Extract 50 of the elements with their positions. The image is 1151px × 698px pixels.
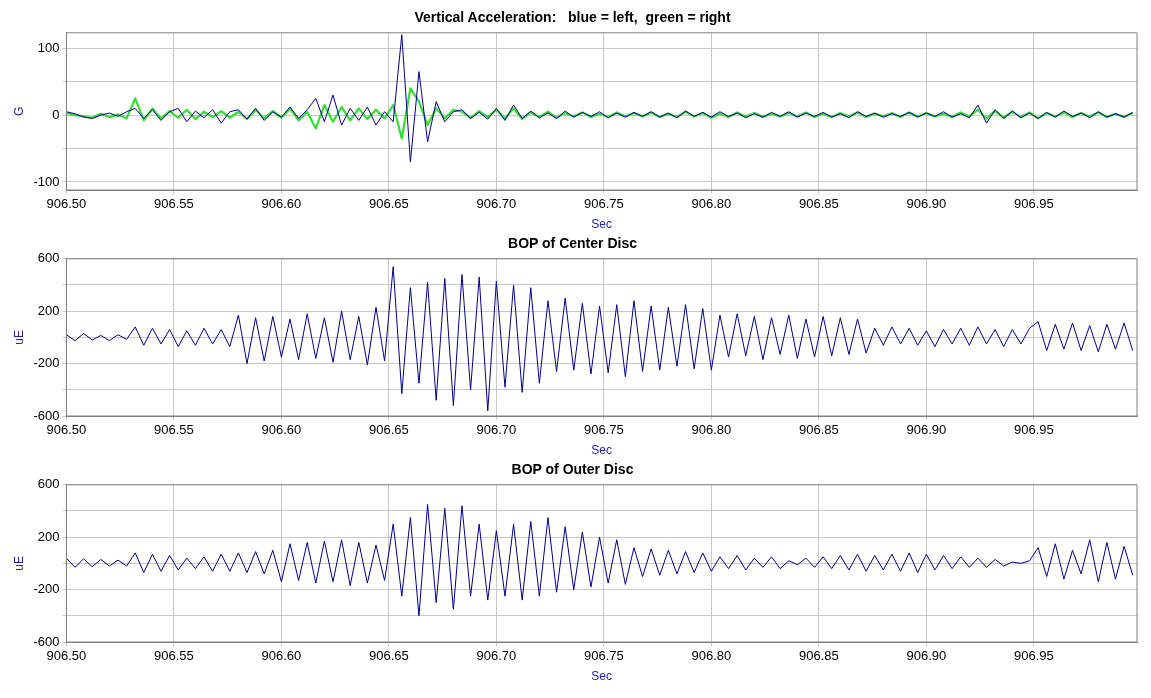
x-tick-label: 906.90: [906, 648, 947, 664]
chart-title: Vertical Acceleration: blue = left, green = right: [414, 9, 731, 26]
x-tick-label: 906.55: [154, 422, 194, 438]
y-tick-label: 200: [37, 302, 60, 318]
x-axis-title: Sec: [591, 443, 613, 458]
x-tick-label: 906.50: [46, 648, 87, 664]
x-axis-title: Sec: [591, 669, 613, 684]
x-tick-label: 906.65: [369, 422, 409, 438]
x-tick-label: 906.75: [583, 196, 624, 212]
x-tick-label: 906.70: [476, 648, 517, 664]
x-tick-label: 906.80: [691, 648, 732, 664]
x-tick-label: 906.70: [476, 196, 517, 212]
x-tick-label: 906.70: [476, 422, 517, 438]
y-tick-label: 600: [37, 250, 60, 266]
x-tick-label: 906.50: [46, 422, 87, 438]
y-axis-title: uE: [11, 330, 26, 345]
y-tick-label: 600: [37, 476, 60, 492]
x-tick-label: 906.60: [261, 648, 302, 664]
x-tick-label: 906.50: [46, 196, 87, 212]
chart-title: BOP of Center Disc: [508, 235, 638, 252]
x-tick-label: 906.90: [906, 196, 947, 212]
x-tick-label: 906.80: [691, 422, 732, 438]
chart-title: BOP of Outer Disc: [511, 461, 634, 478]
y-tick-label: 200: [37, 528, 60, 544]
y-tick-label: -100: [33, 173, 60, 189]
x-tick-label: 906.95: [1013, 196, 1054, 212]
x-tick-label: 906.90: [906, 422, 947, 438]
x-tick-label: 906.60: [261, 422, 302, 438]
x-tick-label: 906.95: [1013, 422, 1054, 438]
x-tick-label: 906.75: [583, 648, 624, 664]
x-tick-label: 906.80: [691, 196, 732, 212]
x-tick-label: 906.85: [798, 196, 839, 212]
x-tick-label: 906.55: [154, 648, 194, 664]
x-tick-label: 906.65: [369, 196, 409, 212]
x-tick-label: 906.60: [261, 196, 302, 212]
y-tick-label: -600: [33, 633, 60, 649]
y-tick-label: 100: [37, 39, 60, 55]
y-tick-label: -200: [33, 581, 60, 597]
y-axis-title: uE: [11, 556, 26, 571]
y-tick-label: -200: [33, 355, 60, 371]
x-tick-label: 906.55: [154, 196, 194, 212]
x-tick-label: 906.65: [369, 648, 409, 664]
x-tick-label: 906.75: [583, 422, 624, 438]
x-axis-title: Sec: [591, 217, 613, 232]
x-tick-label: 906.95: [1013, 648, 1054, 664]
y-tick-label: -600: [33, 407, 60, 423]
x-tick-label: 906.85: [798, 422, 839, 438]
y-axis-title: G: [11, 106, 26, 117]
y-tick-label: 0: [52, 106, 60, 122]
x-tick-label: 906.85: [798, 648, 839, 664]
